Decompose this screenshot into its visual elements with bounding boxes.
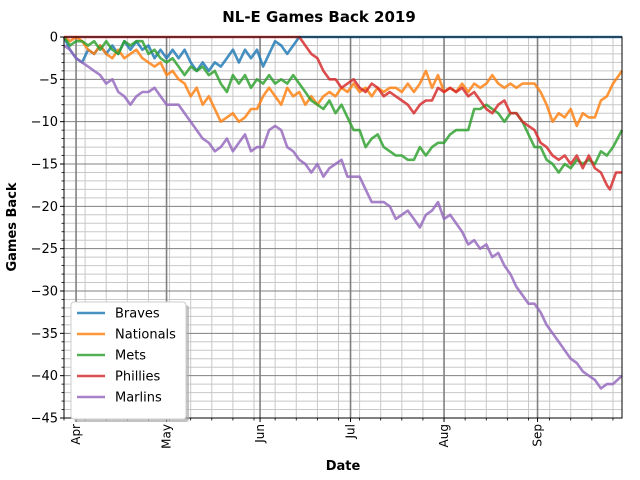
legend-label: Phillies [115, 370, 161, 385]
y-tick-label: −15 [31, 158, 58, 173]
legend: Braves Nationals Mets Phillies Marlins [70, 301, 189, 422]
y-tick-label: −35 [31, 327, 58, 342]
y-tick-label: −30 [31, 285, 58, 300]
series-line-phillies [64, 35, 622, 191]
y-tick-label: −20 [31, 200, 58, 215]
axis-layer: 0 −5 −10 −15 −20 −25 −30 −35 −40 −45 Apr May Jun Jul A… [31, 31, 614, 449]
legend-label: Braves [115, 307, 160, 322]
x-tick-label: Aug [437, 424, 451, 447]
x-axis-title: Date [326, 459, 361, 474]
x-tick-label: May [160, 424, 174, 449]
legend-label: Nationals [115, 328, 176, 343]
legend-box [70, 301, 187, 420]
y-tick-label: −25 [31, 242, 58, 257]
y-tick-label: 0 [50, 31, 58, 46]
y-tick-label: −40 [31, 369, 58, 384]
x-tick-label: Jun [253, 424, 267, 444]
y-tick-label: −10 [31, 115, 58, 130]
series-line-braves [62, 35, 622, 73]
x-tick-label: Sep [531, 424, 545, 447]
x-tick-label: Jul [344, 424, 358, 439]
legend-label: Marlins [115, 391, 162, 406]
legend-label: Mets [115, 349, 146, 364]
series-line-mets [62, 36, 624, 174]
y-tick-label: −45 [31, 412, 58, 427]
plot-frame [63, 36, 623, 419]
series-line-marlins [63, 44, 623, 390]
x-tick-label: Apr [69, 424, 83, 445]
chart-title: NL-E Games Back 2019 [222, 8, 416, 26]
y-tick-label: −5 [39, 73, 58, 88]
y-axis-title: Games Back [5, 182, 20, 271]
series-layer [62, 35, 624, 390]
